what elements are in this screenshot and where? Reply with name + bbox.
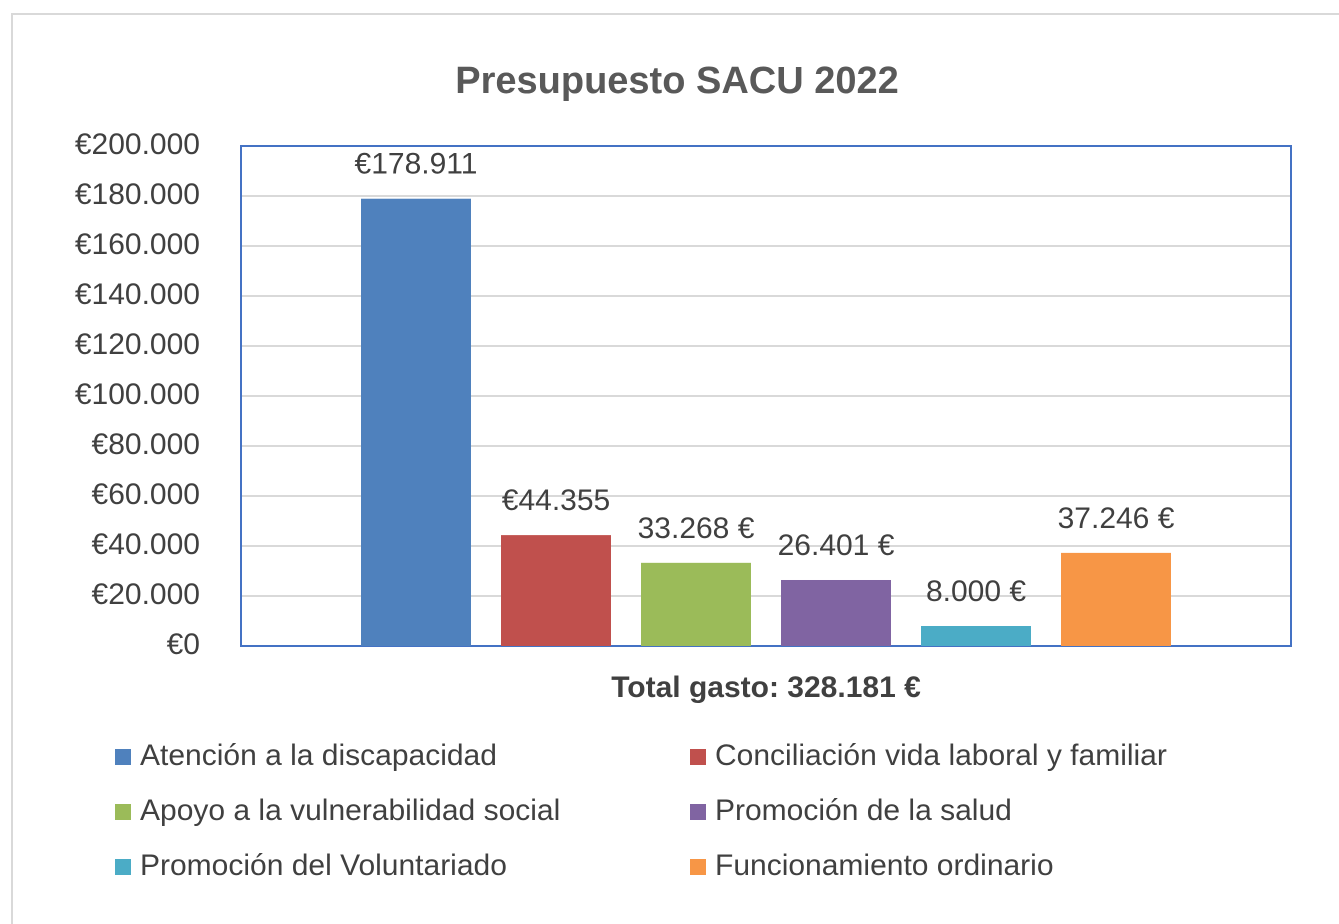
bar — [781, 579, 891, 646]
y-tick-label: €200.000 — [75, 128, 200, 161]
bar — [361, 198, 471, 646]
y-tick-label: €60.000 — [92, 478, 200, 511]
y-tick-label: €0 — [167, 628, 200, 661]
data-label: 8.000 € — [926, 575, 1026, 608]
chart-title: Presupuesto SACU 2022 — [455, 60, 899, 102]
y-tick-label: €160.000 — [75, 228, 200, 261]
y-tick-label: €140.000 — [75, 278, 200, 311]
legend-swatch — [690, 859, 706, 875]
legend-swatch — [115, 804, 131, 820]
y-tick-label: €80.000 — [92, 428, 200, 461]
plot-area-border — [240, 145, 1292, 647]
legend-label: Conciliación vida laboral y familiar — [715, 739, 1167, 772]
data-label: €178.911 — [355, 148, 478, 181]
legend-swatch — [690, 804, 706, 820]
legend-label: Promoción del Voluntariado — [140, 849, 507, 882]
y-tick-label: €20.000 — [92, 578, 200, 611]
y-tick-label: €100.000 — [75, 378, 200, 411]
data-label: 26.401 € — [778, 529, 895, 562]
data-label: 33.268 € — [638, 512, 755, 545]
bar — [641, 562, 751, 646]
bar — [1061, 552, 1171, 646]
x-axis-label: Total gasto: 328.181 € — [611, 671, 921, 704]
legend-label: Apoyo a la vulnerabilidad social — [140, 794, 560, 827]
legend-label: Promoción de la salud — [715, 794, 1012, 827]
chart-frame — [11, 13, 1339, 924]
legend-swatch — [115, 859, 131, 875]
y-tick-label: €40.000 — [92, 528, 200, 561]
legend-label: Funcionamiento ordinario — [715, 849, 1054, 882]
bar — [921, 626, 1031, 646]
legend-swatch — [115, 749, 131, 765]
data-label: €44.355 — [502, 484, 610, 517]
y-tick-label: €120.000 — [75, 328, 200, 361]
bar — [501, 535, 611, 646]
legend-swatch — [690, 749, 706, 765]
y-tick-label: €180.000 — [75, 178, 200, 211]
data-label: 37.246 € — [1058, 502, 1175, 535]
legend-label: Atención a la discapacidad — [140, 739, 497, 772]
